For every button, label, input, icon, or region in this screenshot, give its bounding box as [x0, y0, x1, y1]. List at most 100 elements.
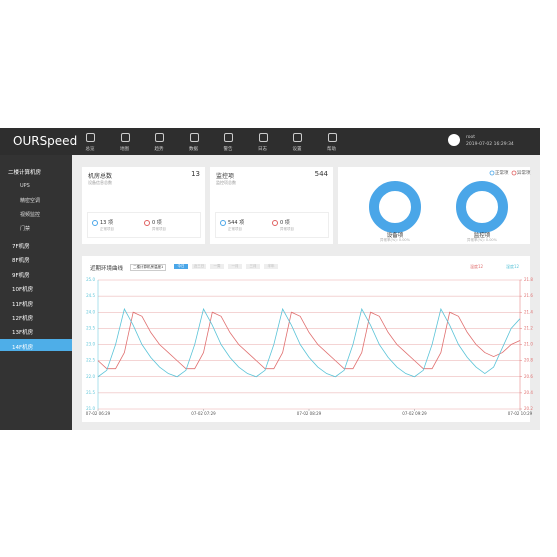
nav-item[interactable]: 日志	[258, 147, 267, 152]
user-avatar[interactable]	[448, 134, 460, 146]
y-tick-label: 24.5	[86, 293, 95, 298]
nav-item[interactable]: 数据	[189, 147, 198, 152]
sidebar-room[interactable]: 8F机房	[12, 258, 30, 265]
chart-card	[82, 256, 530, 422]
brand: OURSpeed	[13, 134, 78, 148]
sidebar-subitem[interactable]: 门禁	[20, 226, 31, 232]
x-tick-label: 07-02 07:29	[191, 411, 216, 416]
sidebar-room[interactable]: 10F机房	[12, 287, 34, 294]
card	[210, 167, 333, 244]
y-tick-label: 23.5	[86, 325, 95, 330]
series-line	[97, 311, 521, 370]
legend-label: 湿度12	[506, 263, 520, 269]
y2-tick-label: 21.6	[524, 293, 533, 298]
nav-icon[interactable]	[327, 133, 337, 142]
y2-tick-label: 20.6	[524, 374, 533, 379]
y-tick-label: 22.0	[86, 374, 95, 379]
donut	[456, 181, 508, 233]
y-tick-label: 21.5	[86, 390, 95, 395]
y-tick-label: 23.0	[86, 342, 95, 347]
sidebar-subitem[interactable]: 视频监控	[20, 212, 41, 218]
range-button[interactable]: 一周	[210, 264, 224, 269]
card-total: 544	[314, 170, 328, 178]
box-border	[215, 212, 329, 238]
donut-rate: 异常率(%): 0.00%	[380, 238, 410, 242]
abnormal-count: 0 项	[280, 220, 290, 226]
sidebar-subitem[interactable]: 精密空调	[20, 198, 41, 204]
card-title: 监控项	[216, 173, 235, 180]
sidebar-room[interactable]: 12F机房	[12, 316, 34, 322]
nav-icon[interactable]	[86, 133, 95, 142]
donut	[369, 181, 421, 233]
normal-label: 正常项目	[228, 227, 242, 231]
sidebar-room[interactable]: 14F机房	[12, 344, 34, 351]
nav-icon[interactable]	[293, 133, 302, 142]
x-tick-label: 07-02 09:29	[402, 411, 427, 416]
y2-tick-label: 21.0	[524, 342, 533, 347]
card-subtitle: 设备信息总数	[88, 180, 112, 185]
normal-count: 544 项	[228, 220, 245, 226]
nav-item[interactable]: 帮助	[327, 147, 336, 152]
card-total: 13	[191, 170, 200, 178]
normal-label: 正常项目	[100, 227, 114, 231]
sidebar	[0, 155, 72, 430]
y2-tick-label: 21.8	[524, 277, 533, 282]
nav-item[interactable]: 警告	[223, 147, 233, 152]
selected-highlight	[0, 339, 72, 351]
x-tick-label: 07-02 06:29	[86, 411, 111, 416]
x-tick-label: 07-02 10:29	[508, 411, 533, 416]
nav-icon[interactable]	[189, 133, 199, 142]
user-name[interactable]: root	[466, 135, 476, 140]
range-select[interactable]: 二楼计算机房温度1	[130, 264, 167, 271]
nav-icon[interactable]	[258, 133, 268, 142]
sidebar-subitem[interactable]: UPS	[20, 183, 30, 189]
range-button[interactable]: 今日	[174, 264, 188, 269]
nav-item[interactable]: 设置	[292, 147, 302, 152]
donut-label: 监控项	[473, 233, 491, 239]
legend-label: 温度12	[470, 263, 484, 269]
donut-legend: 正常项	[495, 171, 509, 176]
donut-legend: 异常项	[517, 171, 531, 176]
nav-icon[interactable]	[155, 133, 164, 142]
donut-label: 设备项	[386, 233, 404, 239]
nav-item[interactable]: 总览	[85, 147, 95, 152]
status-dot	[220, 220, 226, 226]
sidebar-room[interactable]: 11F机房	[12, 301, 34, 308]
sidebar-room[interactable]: 13F机房	[12, 330, 34, 337]
y2-tick-label: 20.4	[524, 390, 533, 395]
y2-tick-label: 21.2	[524, 325, 533, 330]
y-tick-label: 22.5	[86, 358, 95, 363]
legend-dot	[489, 170, 495, 176]
y-tick-label: 25.0	[86, 277, 95, 282]
card	[82, 167, 205, 244]
nav-icon[interactable]	[224, 133, 233, 142]
donut-card	[338, 167, 530, 244]
chart-title: 近期环境曲线	[90, 266, 124, 272]
card-title: 机房总数	[88, 173, 113, 180]
y2-tick-label: 20.8	[524, 358, 533, 363]
status-dot	[92, 220, 98, 226]
sidebar-room[interactable]: 9F机房	[12, 272, 30, 279]
y-tick-label: 24.0	[86, 309, 95, 314]
donut-rate: 异常率(%): 0.00%	[467, 238, 497, 242]
nav-item[interactable]: 地图	[120, 147, 129, 152]
range-button[interactable]: 三月	[246, 264, 260, 269]
series-line	[97, 307, 521, 378]
range-button[interactable]: 一月	[228, 264, 242, 269]
sidebar-group[interactable]: 二楼计算机房	[8, 170, 42, 176]
range-button[interactable]: 近三日	[192, 264, 206, 269]
nav-icon[interactable]	[120, 133, 130, 142]
date-time: 2019-07-02 16:29:34	[466, 142, 514, 147]
nav-item[interactable]: 趋势	[154, 147, 164, 152]
abnormal-count: 0 项	[152, 220, 162, 226]
sidebar-room[interactable]: 7F机房	[12, 244, 30, 250]
x-tick-label: 07-02 08:29	[297, 411, 322, 416]
normal-count: 13 项	[100, 220, 113, 226]
abnormal-label: 异常项目	[280, 227, 294, 231]
legend-dot	[511, 170, 517, 176]
range-button[interactable]: 半年	[264, 264, 278, 269]
y-tick-label: 21.0	[86, 406, 95, 411]
card-subtitle: 监控项总数	[216, 180, 236, 185]
abnormal-label: 异常项目	[152, 227, 166, 231]
